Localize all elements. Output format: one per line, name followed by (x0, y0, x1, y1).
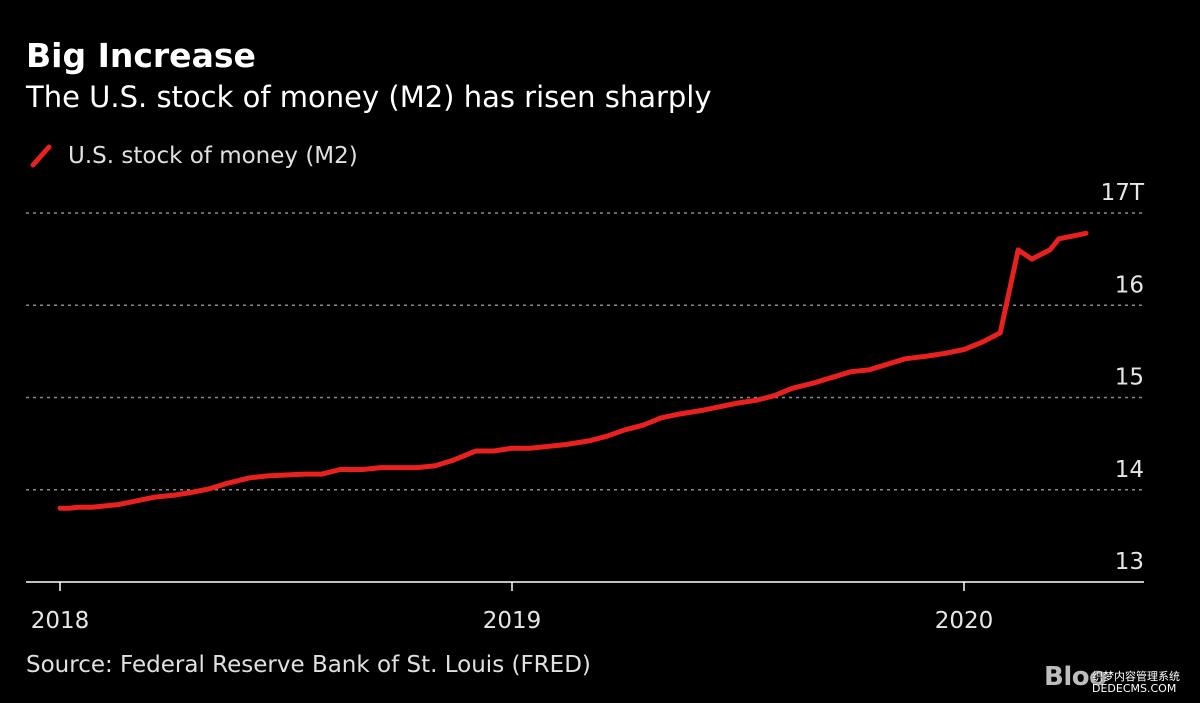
watermark-text-bottom: DEDECMS.COM (1092, 682, 1177, 695)
legend-series-label: U.S. stock of money (M2) (68, 143, 358, 169)
watermark: 织梦内容管理系统 DEDECMS.COM (1092, 668, 1196, 698)
x-tick-label-0: 2018 (31, 608, 90, 634)
watermark-text-top: 织梦内容管理系统 (1092, 670, 1180, 683)
y-tick-label-2: 15 (1115, 365, 1144, 391)
chart-title: Big Increase (26, 36, 256, 75)
y-tick-label-3: 14 (1115, 457, 1144, 483)
y-axis-tick-labels: 17T 16 15 14 13 (1101, 180, 1145, 575)
grid-lines (26, 212, 1144, 491)
x-axis-tick-labels: 2018 2019 2020 (31, 608, 994, 634)
y-tick-label-4: 13 (1115, 549, 1144, 575)
x-axis (26, 581, 1144, 591)
x-tick-label-2: 2020 (935, 608, 994, 634)
source-note: Source: Federal Reserve Bank of St. Loui… (26, 652, 591, 678)
series-layer (57, 230, 1089, 511)
bloomberg-logo: Bloo (1044, 662, 1107, 692)
legend: U.S. stock of money (M2) (30, 140, 358, 172)
y-tick-label-0: 17T (1101, 180, 1145, 206)
legend-series-swatch-icon (30, 144, 52, 168)
y-tick-label-1: 16 (1115, 272, 1144, 298)
series-line-m2 (57, 230, 1089, 511)
chart-subtitle: The U.S. stock of money (M2) has risen s… (26, 80, 712, 114)
x-tick-label-1: 2019 (483, 608, 542, 634)
